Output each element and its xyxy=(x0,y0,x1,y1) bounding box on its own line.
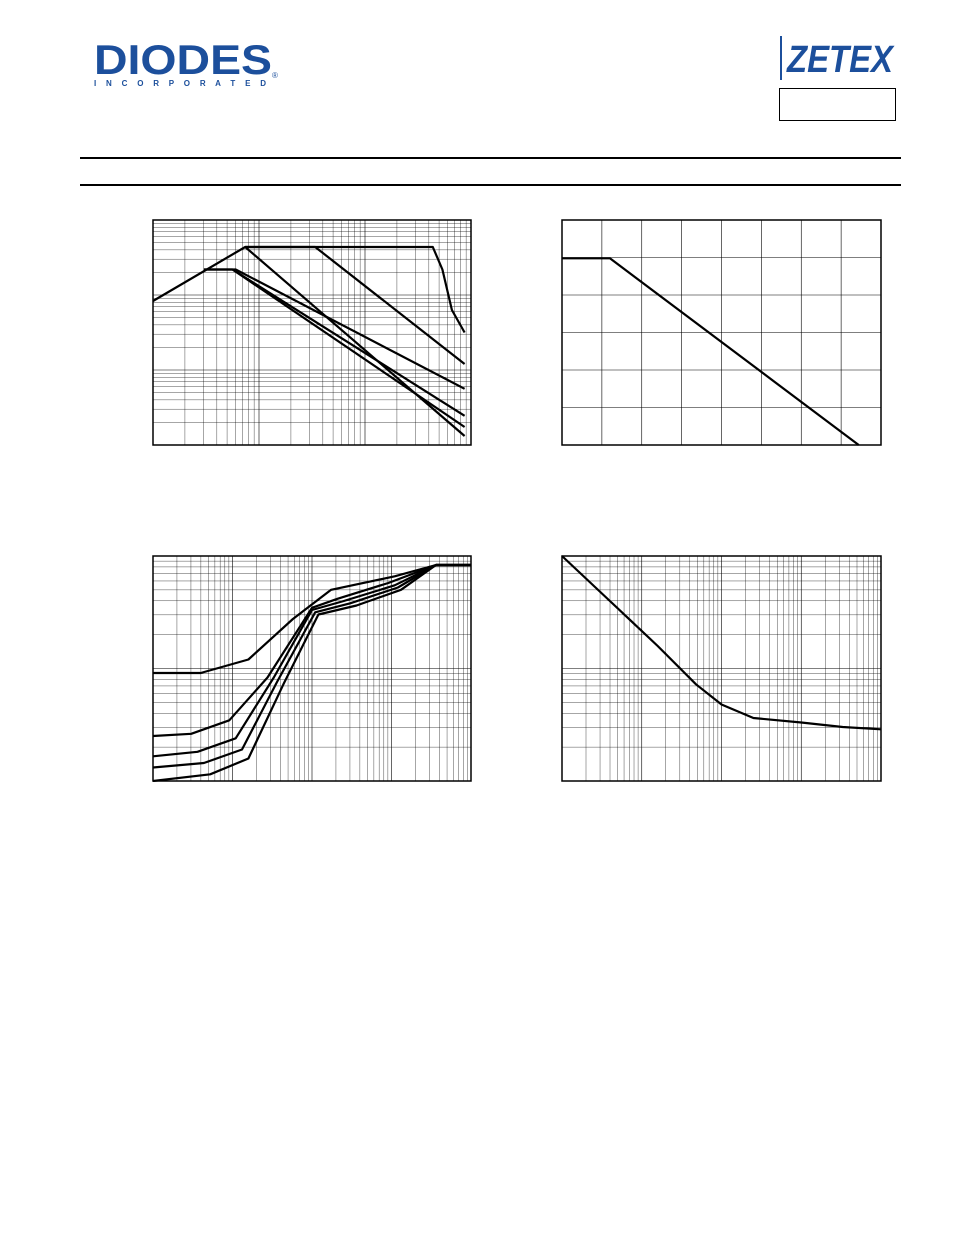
series-line-4 xyxy=(152,563,471,769)
chart-pulse-power xyxy=(561,555,882,782)
series-line-1 xyxy=(152,245,466,334)
zetex-label-box xyxy=(779,88,896,121)
series-line-1 xyxy=(562,257,860,446)
safe-operating-area-plot xyxy=(152,219,472,446)
series-line-5 xyxy=(231,268,466,428)
series-line-3 xyxy=(152,563,471,758)
plot-frame xyxy=(152,219,472,446)
series-line-1 xyxy=(561,555,882,731)
plot-frame xyxy=(561,555,882,782)
zetex-logo-graphic: ZETEX xyxy=(780,36,895,81)
series-line-3 xyxy=(203,268,466,390)
series-line-5 xyxy=(152,563,471,782)
diodes-logo-graphic: DIODES I N C O R P O R A T E D ® xyxy=(94,36,278,88)
chart-derating xyxy=(561,219,882,446)
registered-mark: ® xyxy=(272,71,278,80)
pulse-power-plot xyxy=(561,555,882,782)
chart-safe-operating-area xyxy=(152,219,472,446)
series-line-2 xyxy=(245,245,466,365)
plot-frame xyxy=(561,219,882,446)
transient-thermal-plot xyxy=(152,555,472,782)
series-line-2 xyxy=(152,563,471,738)
diodes-logo: DIODES I N C O R P O R A T E D ® xyxy=(94,36,284,90)
series-line-6 xyxy=(244,246,466,437)
header-rule-bottom xyxy=(80,184,901,186)
plot-frame xyxy=(152,555,472,782)
zetex-logo-wordmark: ZETEX xyxy=(786,39,895,81)
zetex-logo: ZETEX xyxy=(779,32,897,82)
header-rule-top xyxy=(80,157,901,159)
derating-plot xyxy=(561,219,882,446)
chart-transient-thermal xyxy=(152,555,472,782)
series-line-4 xyxy=(203,268,466,417)
diodes-logo-wordmark: DIODES xyxy=(94,38,272,83)
